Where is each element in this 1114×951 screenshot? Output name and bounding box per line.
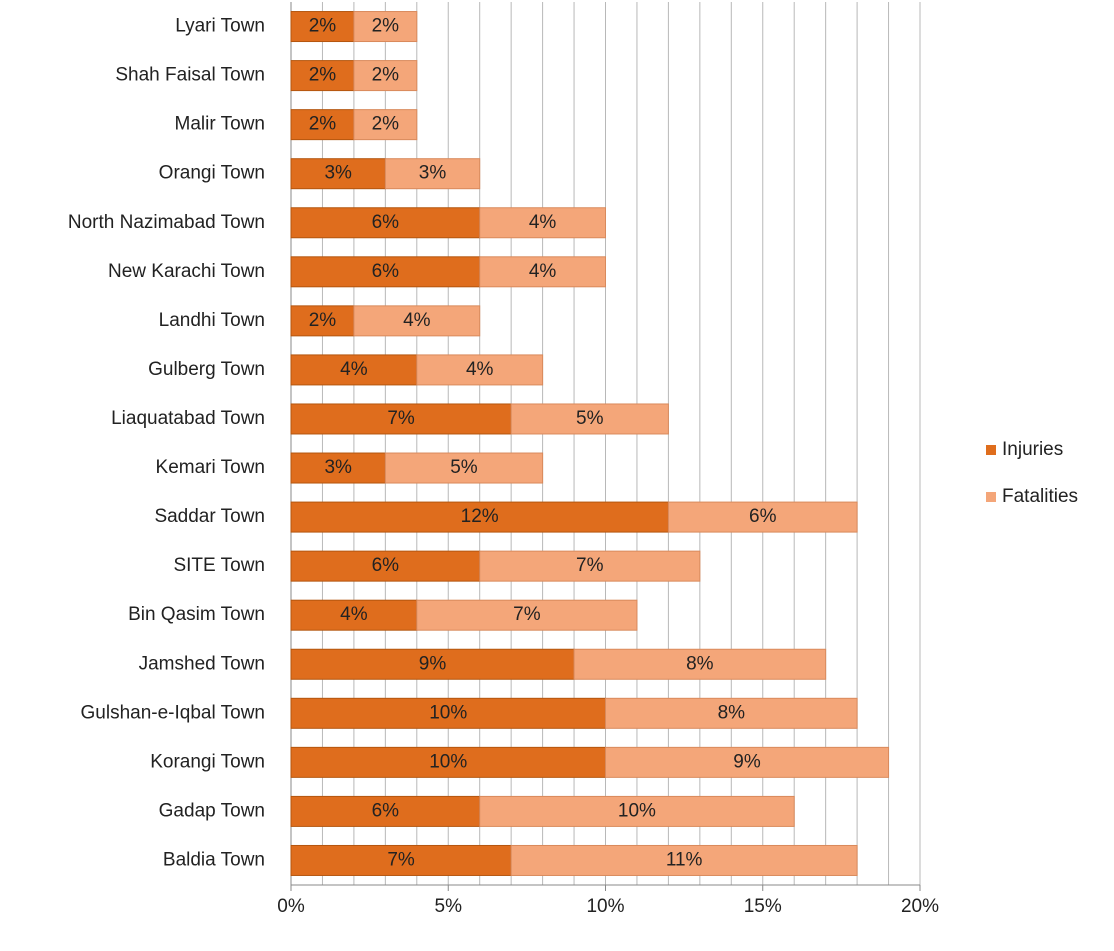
data-label: 4% [466, 359, 494, 380]
bar-segment [290, 403, 512, 435]
bar-segment [290, 109, 355, 141]
data-label: 7% [576, 555, 604, 576]
bar-segment [353, 109, 418, 141]
data-label: 2% [309, 114, 337, 135]
y-tick-label: Lyari Town [175, 16, 265, 37]
bar-segment [416, 599, 638, 631]
bar-segment [290, 746, 606, 778]
data-label: 3% [419, 163, 447, 184]
data-label: 10% [618, 800, 656, 821]
bar-segment [290, 256, 481, 288]
data-label: 9% [733, 751, 761, 772]
data-label: 4% [340, 604, 368, 625]
x-tick-label: 5% [435, 896, 463, 917]
y-tick-label: Landhi Town [159, 310, 265, 331]
x-tick-label: 10% [586, 896, 624, 917]
y-tick-label: Gulshan-e-Iqbal Town [81, 702, 265, 723]
bar-segment [416, 354, 544, 386]
bar-segment [290, 207, 481, 239]
data-label: 2% [309, 310, 337, 331]
data-label: 9% [419, 653, 447, 674]
data-label: 4% [529, 261, 557, 282]
bar-segment [353, 305, 481, 337]
x-tick-label: 0% [277, 896, 305, 917]
data-label: 6% [372, 261, 400, 282]
data-label: 2% [309, 16, 337, 37]
bar-segment [479, 256, 607, 288]
bar-segment [290, 60, 355, 92]
y-tick-label: Shah Faisal Town [115, 65, 265, 86]
data-label: 10% [429, 702, 467, 723]
y-tick-label: Korangi Town [150, 751, 265, 772]
y-tick-label: Orangi Town [159, 163, 265, 184]
bar-segment [353, 60, 418, 92]
bar-segment [290, 648, 575, 680]
bar-segment [384, 158, 481, 190]
bar-segment [290, 305, 355, 337]
data-label: 2% [372, 16, 400, 37]
data-label: 5% [576, 408, 604, 429]
data-label: 6% [372, 555, 400, 576]
bar-segment [353, 11, 418, 43]
y-tick-label: New Karachi Town [108, 261, 265, 282]
x-tick-label: 15% [744, 896, 782, 917]
data-label: 8% [718, 702, 746, 723]
data-label: 11% [666, 849, 703, 870]
data-label: 2% [309, 65, 337, 86]
data-label: 6% [372, 212, 400, 233]
data-label: 2% [372, 114, 400, 135]
data-label: 8% [686, 653, 714, 674]
data-label: 4% [340, 359, 368, 380]
data-label: 6% [372, 800, 400, 821]
y-tick-label: Malir Town [175, 114, 265, 135]
bar-segment [479, 795, 795, 827]
bar-segment [510, 844, 858, 876]
y-tick-label: Kemari Town [156, 457, 265, 478]
y-tick-label: North Nazimabad Town [68, 212, 265, 233]
data-label: 12% [461, 506, 499, 527]
y-tick-label: Liaquatabad Town [111, 408, 265, 429]
bar-segment [290, 158, 386, 190]
data-label: 4% [529, 212, 557, 233]
x-tick-label: 20% [901, 896, 939, 917]
bar-segment [290, 697, 606, 729]
bar-segment [290, 550, 481, 582]
data-label: 3% [324, 163, 352, 184]
data-label: 2% [372, 65, 400, 86]
bar-segment [479, 550, 701, 582]
y-tick-label: Bin Qasim Town [128, 604, 265, 625]
bar-segment [290, 501, 669, 533]
data-label: 6% [749, 506, 777, 527]
data-label: 7% [513, 604, 541, 625]
y-tick-label: Gulberg Town [148, 359, 265, 380]
y-tick-label: Jamshed Town [139, 653, 265, 674]
data-label: 7% [387, 849, 415, 870]
bar-segment [605, 697, 858, 729]
data-label: 5% [450, 457, 478, 478]
legend-label: Fatalities [1002, 486, 1078, 507]
data-label: 3% [324, 457, 352, 478]
data-label: 4% [403, 310, 431, 331]
y-tick-label: Baldia Town [163, 849, 265, 870]
bar-segment [510, 403, 669, 435]
legend-swatch [986, 445, 996, 455]
data-label: 10% [429, 751, 467, 772]
bar-segment [290, 354, 418, 386]
bar-segment [605, 746, 890, 778]
legend-label: Injuries [1002, 439, 1063, 460]
bar-segment [479, 207, 607, 239]
y-tick-label: Saddar Town [154, 506, 265, 527]
bar-segment [384, 452, 544, 484]
legend-swatch [986, 492, 996, 502]
y-tick-label: SITE Town [173, 555, 265, 576]
bar-segment [290, 599, 418, 631]
y-tick-label: Gadap Town [159, 800, 265, 821]
data-label: 7% [387, 408, 415, 429]
bar-segment [667, 501, 858, 533]
bar-segment [573, 648, 827, 680]
